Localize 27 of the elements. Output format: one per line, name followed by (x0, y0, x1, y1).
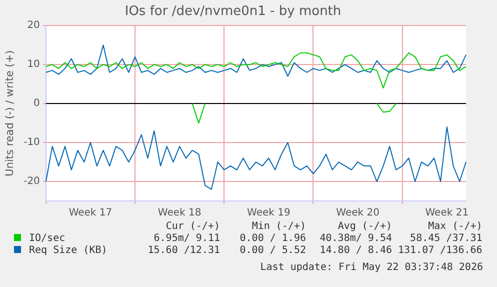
x-tick-label: Week 21 (425, 208, 469, 219)
y-tick-label: 20 (27, 20, 40, 32)
text: 15.60 /12.31 (146, 245, 220, 257)
text: Max (-/+) (427, 221, 482, 233)
x-tick-label: Week 17 (68, 208, 112, 219)
text: Min (-/+) (250, 221, 306, 233)
text: 6.95m/ 9.11 (152, 233, 220, 245)
y-tick-label: -20 (24, 176, 40, 188)
x-tick-label: Week 18 (158, 208, 202, 219)
y-axis-title: Units read (-) / write (+) (4, 50, 16, 176)
legend-label: Req Size (KB) (28, 245, 108, 257)
y-tick-label: 0 (34, 98, 40, 110)
y-tick-label: -10 (24, 137, 40, 148)
text: Last update: Fri May 22 03:37:48 2026 (260, 262, 483, 273)
text: 0.00 / 5.52 (238, 245, 306, 257)
x-tick-label: Week 19 (247, 208, 290, 219)
text: Avg (-/+) (336, 221, 392, 233)
text: 40.38m/ 9.54 (318, 233, 392, 245)
text: Cur (-/+) (164, 221, 220, 233)
text: 131.07 /136.66 (397, 245, 482, 257)
chart-title: IOs for /dev/nvme0n1 - by month (124, 4, 342, 20)
x-tick-label: Week 20 (336, 208, 380, 219)
legend-label: IO/sec (28, 233, 66, 245)
text: 14.80 / 8.46 (318, 245, 392, 257)
y-tick-label: 10 (27, 59, 40, 70)
text: 58.45 /37.31 (409, 233, 482, 245)
text: 0.00 / 1.96 (238, 233, 306, 245)
